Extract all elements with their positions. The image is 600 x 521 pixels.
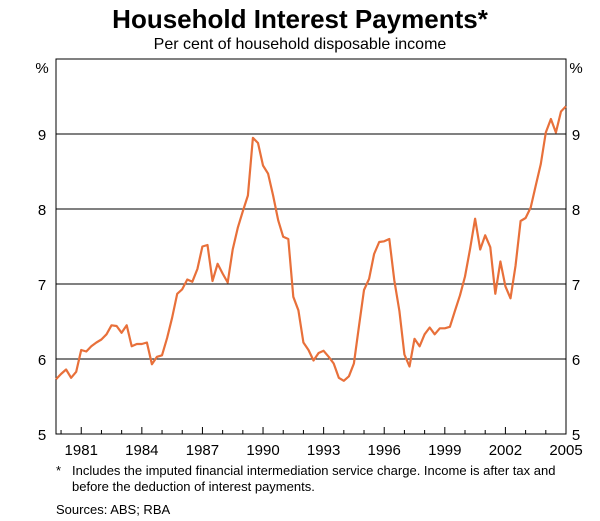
- x-tick-1990: 1990: [246, 442, 279, 459]
- series-line: [55, 105, 567, 382]
- y-axis-right-unit: %: [569, 60, 582, 77]
- x-tick-1984: 1984: [125, 442, 158, 459]
- gridlines: [56, 133, 566, 360]
- x-axis-labels: 1981 1984 1987 1990 1993 1996 1999 2002 2005: [65, 442, 583, 459]
- y-tick-right-5: 5: [572, 427, 580, 444]
- footnote-mark: *: [56, 463, 62, 478]
- tick-marks: [60, 427, 567, 434]
- chart-title: Household Interest Payments*: [112, 4, 488, 34]
- y-tick-left-8: 8: [38, 202, 46, 219]
- footnote-text: Includes the imputed financial intermedi…: [72, 463, 556, 494]
- y-tick-left-7: 7: [38, 277, 46, 294]
- y-tick-right-7: 7: [572, 277, 580, 294]
- y-axis-left-labels: 5 6 7 8 9: [38, 127, 46, 444]
- y-tick-right-8: 8: [572, 202, 580, 219]
- y-axis-left-unit: %: [35, 60, 48, 77]
- x-tick-1981: 1981: [65, 442, 98, 459]
- plot-frame: [55, 58, 567, 435]
- y-tick-left-5: 5: [38, 427, 46, 444]
- y-tick-left-6: 6: [38, 352, 46, 369]
- y-tick-right-9: 9: [572, 127, 580, 144]
- x-tick-1993: 1993: [307, 442, 340, 459]
- x-tick-1999: 1999: [428, 442, 461, 459]
- x-tick-1996: 1996: [368, 442, 401, 459]
- sources: Sources: ABS; RBA: [56, 502, 171, 517]
- chart-subtitle: Per cent of household disposable income: [153, 36, 447, 53]
- x-tick-2005: 2005: [549, 442, 582, 459]
- y-axis-right-labels: 5 6 7 8 9: [572, 127, 580, 444]
- x-tick-1987: 1987: [186, 442, 219, 459]
- y-tick-right-6: 6: [572, 352, 580, 369]
- x-tick-2002: 2002: [489, 442, 522, 459]
- y-tick-left-9: 9: [38, 127, 46, 144]
